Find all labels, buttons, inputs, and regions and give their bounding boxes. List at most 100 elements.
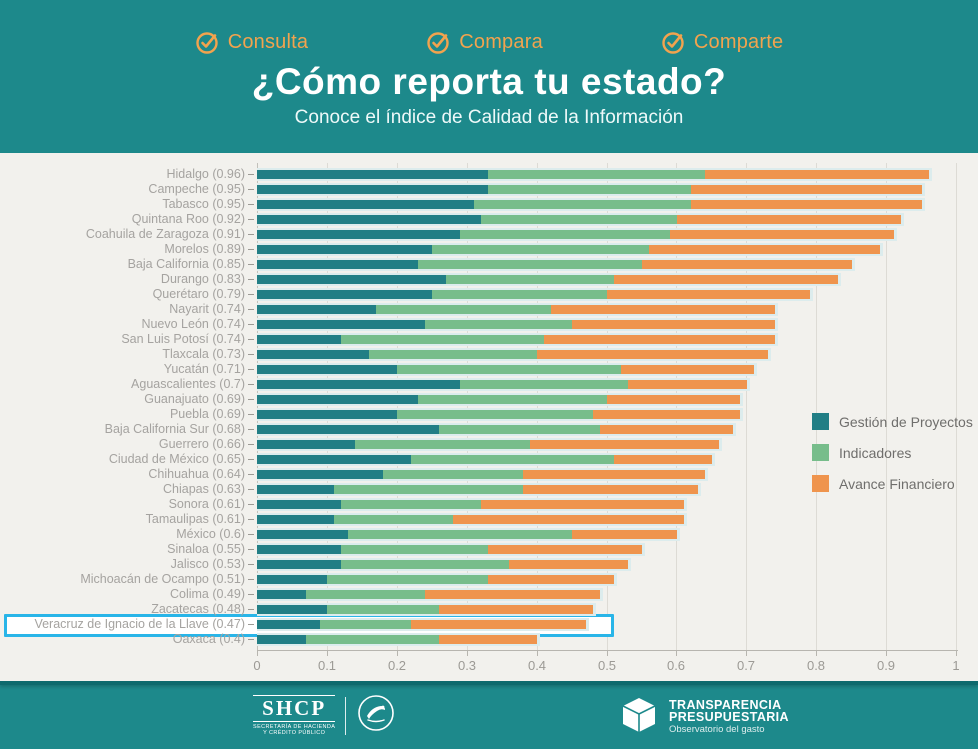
- bar-segment-gestion[interactable]: [257, 350, 369, 359]
- bar-row[interactable]: Aguascalientes (0.7): [8, 377, 968, 392]
- bar-segment-indicadores[interactable]: [341, 335, 544, 344]
- bar-segment-indicadores[interactable]: [460, 230, 670, 239]
- bar-segment-gestion[interactable]: [257, 305, 376, 314]
- bar-segment-avance[interactable]: [593, 410, 740, 419]
- bar-segment-gestion[interactable]: [257, 290, 432, 299]
- bar-row[interactable]: Morelos (0.89): [8, 242, 968, 257]
- bar-row[interactable]: Nuevo León (0.74): [8, 317, 968, 332]
- bar-segment-indicadores[interactable]: [320, 620, 411, 629]
- bar-row[interactable]: Quintana Roo (0.92): [8, 212, 968, 227]
- bar-segment-gestion[interactable]: [257, 335, 341, 344]
- bar-segment-indicadores[interactable]: [460, 380, 628, 389]
- bar-row[interactable]: Oaxaca (0.4): [8, 632, 968, 647]
- bar-segment-indicadores[interactable]: [334, 485, 523, 494]
- bar-segment-gestion[interactable]: [257, 500, 341, 509]
- bar-row[interactable]: Guerrero (0.66): [8, 437, 968, 452]
- bar-segment-gestion[interactable]: [257, 230, 460, 239]
- bar-segment-gestion[interactable]: [257, 515, 334, 524]
- bar-segment-avance[interactable]: [677, 215, 901, 224]
- bar-segment-indicadores[interactable]: [418, 395, 607, 404]
- bar-row[interactable]: Tamaulipas (0.61): [8, 512, 968, 527]
- bar-segment-avance[interactable]: [649, 245, 880, 254]
- bar-segment-gestion[interactable]: [257, 260, 418, 269]
- bar-segment-gestion[interactable]: [257, 365, 397, 374]
- bar-segment-gestion[interactable]: [257, 170, 488, 179]
- bar-segment-gestion[interactable]: [257, 455, 411, 464]
- bar-segment-indicadores[interactable]: [306, 590, 425, 599]
- bar-segment-gestion[interactable]: [257, 425, 439, 434]
- bar-segment-gestion[interactable]: [257, 275, 446, 284]
- bar-row[interactable]: Guanajuato (0.69): [8, 392, 968, 407]
- bar-segment-avance[interactable]: [530, 440, 719, 449]
- bar-segment-avance[interactable]: [488, 545, 642, 554]
- bar-segment-avance[interactable]: [544, 335, 775, 344]
- bar-segment-gestion[interactable]: [257, 620, 320, 629]
- bar-segment-gestion[interactable]: [257, 410, 397, 419]
- bar-segment-indicadores[interactable]: [446, 275, 614, 284]
- bar-row[interactable]: Yucatán (0.71): [8, 362, 968, 377]
- bar-segment-gestion[interactable]: [257, 485, 334, 494]
- bar-segment-indicadores[interactable]: [418, 260, 642, 269]
- bar-segment-avance[interactable]: [621, 365, 754, 374]
- bar-row[interactable]: Chiapas (0.63): [8, 482, 968, 497]
- bar-segment-gestion[interactable]: [257, 470, 383, 479]
- bar-segment-avance[interactable]: [551, 305, 775, 314]
- bar-segment-indicadores[interactable]: [334, 515, 453, 524]
- bar-segment-avance[interactable]: [425, 590, 600, 599]
- bar-segment-indicadores[interactable]: [341, 500, 481, 509]
- bar-segment-avance[interactable]: [509, 560, 628, 569]
- bar-segment-avance[interactable]: [614, 455, 712, 464]
- bar-row[interactable]: Tlaxcala (0.73): [8, 347, 968, 362]
- bar-segment-indicadores[interactable]: [488, 185, 691, 194]
- bar-segment-avance[interactable]: [537, 350, 768, 359]
- bar-row[interactable]: México (0.6): [8, 527, 968, 542]
- badge-consulta[interactable]: Consulta: [195, 30, 309, 55]
- bar-segment-indicadores[interactable]: [481, 215, 677, 224]
- bar-segment-indicadores[interactable]: [411, 455, 614, 464]
- bar-segment-avance[interactable]: [411, 620, 586, 629]
- bar-segment-indicadores[interactable]: [432, 290, 607, 299]
- bar-segment-indicadores[interactable]: [397, 365, 621, 374]
- bar-segment-avance[interactable]: [691, 185, 922, 194]
- bar-row[interactable]: Veracruz de Ignacio de la Llave (0.47): [4, 614, 968, 637]
- bar-segment-gestion[interactable]: [257, 320, 425, 329]
- bar-segment-avance[interactable]: [691, 200, 922, 209]
- bar-segment-avance[interactable]: [642, 260, 852, 269]
- bar-row[interactable]: Ciudad de México (0.65): [8, 452, 968, 467]
- bar-segment-indicadores[interactable]: [327, 575, 488, 584]
- bar-segment-indicadores[interactable]: [327, 605, 439, 614]
- bar-segment-avance[interactable]: [628, 380, 747, 389]
- bar-segment-indicadores[interactable]: [306, 635, 439, 644]
- bar-segment-gestion[interactable]: [257, 635, 306, 644]
- bar-segment-avance[interactable]: [572, 530, 677, 539]
- bar-row[interactable]: Michoacán de Ocampo (0.51): [8, 572, 968, 587]
- bar-segment-gestion[interactable]: [257, 545, 341, 554]
- bar-row[interactable]: Chihuahua (0.64): [8, 467, 968, 482]
- bar-segment-avance[interactable]: [439, 605, 593, 614]
- bar-segment-gestion[interactable]: [257, 200, 474, 209]
- bar-segment-avance[interactable]: [523, 470, 705, 479]
- bar-segment-gestion[interactable]: [257, 560, 341, 569]
- bar-segment-gestion[interactable]: [257, 530, 348, 539]
- bar-row[interactable]: Querétaro (0.79): [8, 287, 968, 302]
- bar-segment-avance[interactable]: [607, 395, 740, 404]
- bar-row[interactable]: Puebla (0.69): [8, 407, 968, 422]
- bar-segment-gestion[interactable]: [257, 380, 460, 389]
- bar-segment-indicadores[interactable]: [432, 245, 649, 254]
- bar-row[interactable]: Sonora (0.61): [8, 497, 968, 512]
- bar-segment-avance[interactable]: [572, 320, 775, 329]
- bar-segment-indicadores[interactable]: [341, 560, 509, 569]
- bar-row[interactable]: Zacatecas (0.48): [8, 602, 968, 617]
- bar-row[interactable]: Tabasco (0.95): [8, 197, 968, 212]
- bar-segment-indicadores[interactable]: [341, 545, 488, 554]
- bar-segment-gestion[interactable]: [257, 440, 355, 449]
- bar-segment-gestion[interactable]: [257, 215, 481, 224]
- bar-segment-indicadores[interactable]: [488, 170, 705, 179]
- bar-segment-gestion[interactable]: [257, 575, 327, 584]
- bar-segment-gestion[interactable]: [257, 605, 327, 614]
- bar-segment-avance[interactable]: [600, 425, 733, 434]
- bar-segment-gestion[interactable]: [257, 185, 488, 194]
- bar-segment-avance[interactable]: [607, 290, 810, 299]
- bar-segment-gestion[interactable]: [257, 245, 432, 254]
- bar-segment-gestion[interactable]: [257, 590, 306, 599]
